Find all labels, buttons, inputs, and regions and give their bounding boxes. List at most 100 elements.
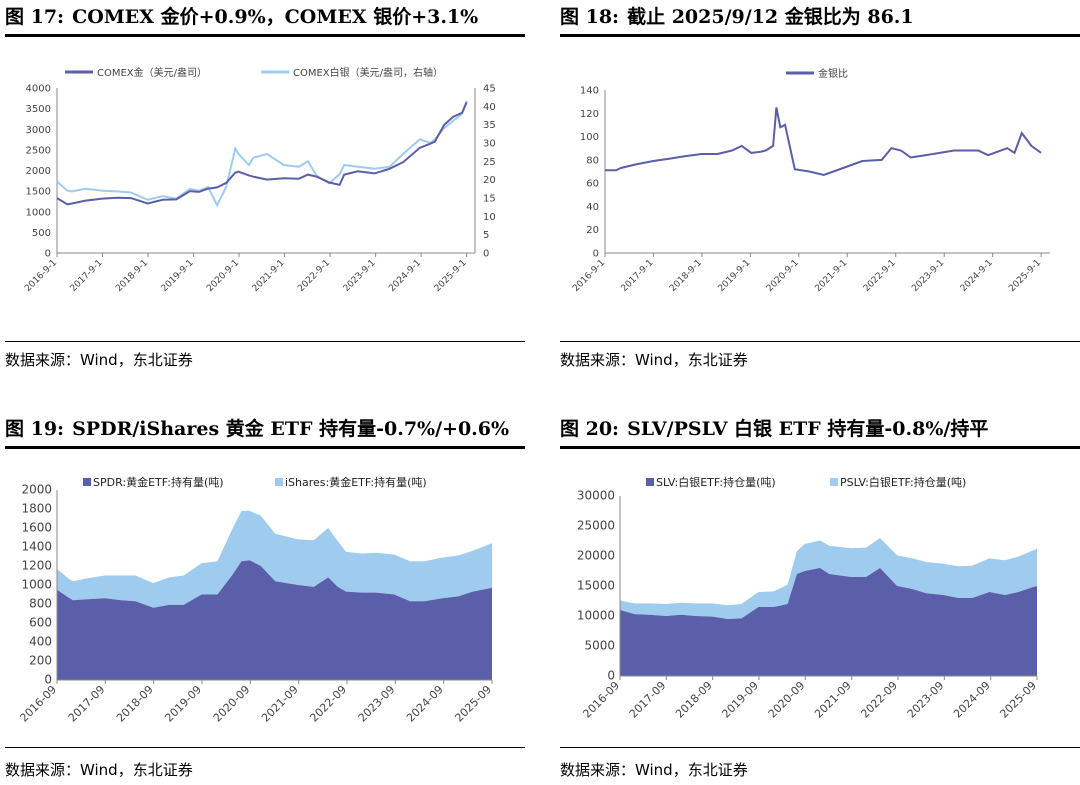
legend-series1-swatch	[83, 478, 91, 486]
x-tick-label: 2024-9-1	[387, 258, 423, 294]
x-tick-label: 2019-9-1	[160, 258, 196, 294]
legend-series2-swatch	[830, 478, 838, 486]
y-tick-label: 20	[483, 175, 496, 186]
figure-17-chart: 0 500 1000 1500 2000 2500 3000 3500 4000 0 5 10 15 20…	[23, 66, 496, 294]
x-tick-label: 2020-09	[766, 679, 808, 721]
x-tick-label: 2018-9-1	[114, 258, 150, 294]
y-tick-label: 1000	[21, 578, 52, 592]
figure-17-bottom-rule	[5, 341, 525, 342]
y-tick-label: 1600	[21, 521, 52, 535]
y-tick-label: 3000	[26, 125, 51, 136]
area-ishares	[57, 510, 492, 608]
x-tick-label: 2022-9-1	[296, 258, 332, 294]
area-spdr	[57, 560, 492, 680]
x-tick-label: 2017-9-1	[69, 258, 105, 294]
figure-19-source: 数据来源：Wind，东北证券	[5, 761, 193, 779]
y-tick-label: 4000	[26, 84, 51, 95]
x-tick-label: 2023-09	[905, 679, 947, 721]
legend-gold-label: COMEX金（美元/盎司）	[97, 66, 207, 79]
x-tick-label: 2025-09	[452, 683, 494, 725]
y-tick-label: 30	[483, 139, 496, 150]
y-tick-label: 2000	[26, 166, 51, 177]
y-tick-label: 10000	[577, 609, 615, 623]
legend-series1-swatch	[646, 478, 654, 486]
x-tick-label: 2016-09	[580, 679, 622, 721]
area-slv	[620, 568, 1037, 676]
legend-series2-swatch	[275, 478, 283, 486]
legend-series1-label: SPDR:黄金ETF:持有量(吨)	[93, 475, 224, 489]
y-tick-label: 0	[593, 249, 599, 260]
y-tick-label: 20000	[577, 549, 615, 563]
y-tick-label: 120	[580, 109, 599, 120]
y-tick-label: 30000	[577, 489, 615, 503]
legend-series2-label: PSLV:白银ETF:持仓量(吨)	[840, 475, 966, 489]
y-tick-label: 25000	[577, 519, 615, 533]
x-tick-label: 2016-9-1	[23, 258, 59, 294]
y-tick-label: 3500	[26, 104, 51, 115]
x-tick-label: 2017-09	[66, 683, 108, 725]
y-tick-label: 45	[483, 84, 496, 95]
y-tick-label: 1500	[26, 187, 51, 198]
figure-20-source: 数据来源：Wind，东北证券	[560, 761, 748, 779]
gold-silver-ratio-line	[605, 107, 1042, 177]
figure-19-title: 图 19: SPDR/iShares 黄金 ETF 持有量-0.7%/+0.6%	[5, 418, 510, 440]
y-tick-label: 2500	[26, 145, 51, 156]
figure-20-top-rule	[560, 446, 1080, 449]
x-tick-label: 2024-09	[404, 683, 446, 725]
x-tick-label: 2016-9-1	[571, 258, 607, 294]
figure-17-title: 图 17: COMEX 金价+0.9%，COMEX 银价+3.1%	[5, 6, 479, 28]
legend-series1-label: SLV:白银ETF:持仓量(吨)	[656, 475, 776, 489]
y-tick-label: 20	[586, 225, 599, 236]
figure-19-panel: 图 19: SPDR/iShares 黄金 ETF 持有量-0.7%/+0.6% …	[5, 412, 525, 785]
x-tick-label: 2018-09	[673, 679, 715, 721]
y-tick-label: 40	[586, 202, 599, 213]
y-tick-label: 5	[483, 230, 489, 241]
y-tick-label: 10	[483, 212, 496, 223]
figure-20-title: 图 20: SLV/PSLV 白银 ETF 持有量-0.8%/持平	[560, 418, 989, 440]
y-tick-label: 400	[29, 635, 52, 649]
x-tick-label: 2022-09	[307, 683, 349, 725]
y-tick-label: 1000	[26, 207, 51, 218]
legend-ratio-label: 金银比	[818, 67, 848, 80]
y-tick-label: 500	[32, 228, 51, 239]
y-tick-label: 5000	[584, 639, 615, 653]
y-tick-label: 600	[29, 616, 52, 630]
y-tick-label: 140	[580, 86, 599, 97]
x-tick-label: 2025-9-1	[433, 258, 469, 294]
x-tick-label: 2023-09	[356, 683, 398, 725]
silver-price-line	[56, 100, 468, 208]
x-tick-label: 2021-09	[812, 679, 854, 721]
x-tick-label: 2020-9-1	[765, 258, 801, 294]
legend-series2-label: iShares:黄金ETF:持有量(吨)	[285, 475, 427, 489]
x-tick-label: 2021-9-1	[251, 258, 287, 294]
figure-18-chart: 0 20 40 60 80 100 120 140 2016-9-1 2017-9-1 2018-9…	[571, 67, 1050, 294]
figure-18-title: 图 18: 截止 2025/9/12 金银比为 86.1	[560, 6, 914, 28]
y-tick-label: 2000	[21, 483, 52, 497]
y-tick-label: 0	[607, 669, 615, 683]
x-tick-label: 2022-9-1	[862, 258, 898, 294]
figure-20-panel: 图 20: SLV/PSLV 白银 ETF 持有量-0.8%/持平 0 5000 10…	[560, 412, 1080, 785]
figure-17-top-rule	[5, 34, 525, 37]
figure-20-bottom-rule	[560, 747, 1080, 748]
y-tick-label: 0	[44, 673, 52, 687]
figure-18-source: 数据来源：Wind，东北证券	[560, 351, 748, 369]
figure-17-source: 数据来源：Wind，东北证券	[5, 351, 193, 369]
y-tick-label: 25	[483, 157, 496, 168]
x-tick-label: 2024-09	[951, 679, 993, 721]
y-tick-label: 40	[483, 102, 496, 113]
x-tick-label: 2023-9-1	[342, 258, 378, 294]
x-tick-label: 2020-9-1	[205, 258, 241, 294]
x-tick-label: 2017-09	[627, 679, 669, 721]
x-tick-label: 2017-9-1	[620, 258, 656, 294]
x-tick-label: 2021-09	[259, 683, 301, 725]
x-tick-label: 2023-9-1	[910, 258, 946, 294]
x-tick-label: 2022-09	[858, 679, 900, 721]
x-tick-label: 2019-09	[719, 679, 761, 721]
figure-18-panel: 图 18: 截止 2025/9/12 金银比为 86.1 0 20 40 60 80 100…	[560, 0, 1080, 380]
y-tick-label: 0	[45, 249, 51, 260]
x-tick-label: 2021-9-1	[813, 258, 849, 294]
gold-price-line	[56, 102, 468, 206]
legend-silver-label: COMEX白银（美元/盎司，右轴）	[293, 66, 443, 79]
y-tick-label: 60	[586, 179, 599, 190]
